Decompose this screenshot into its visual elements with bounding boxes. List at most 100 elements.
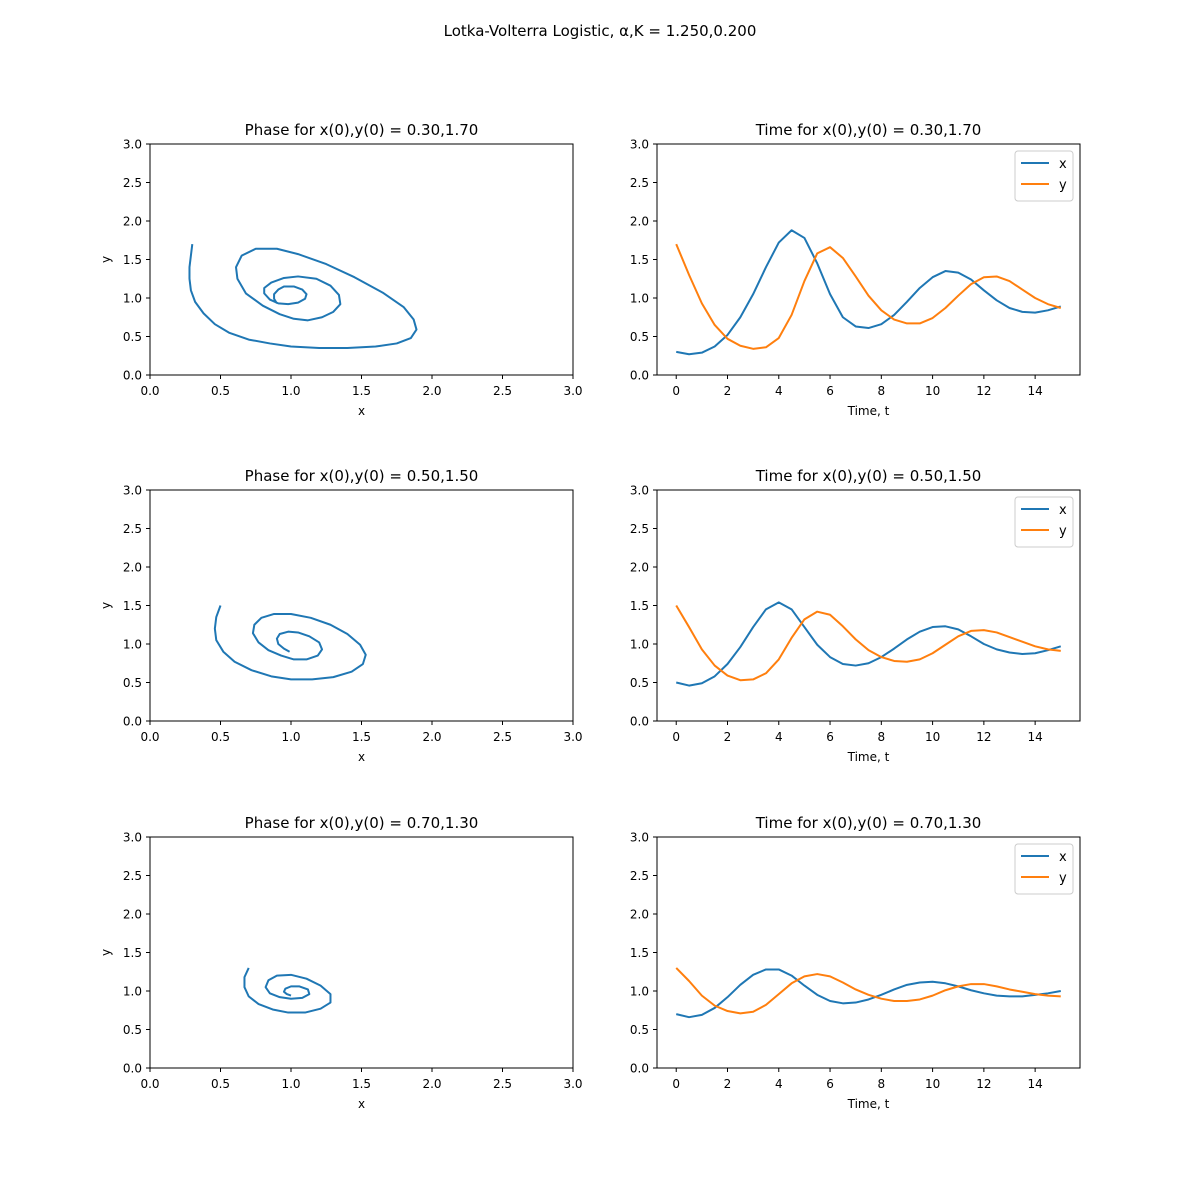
y-tick-label: 0.5 [630, 1023, 649, 1037]
x-tick-label: 14 [1027, 730, 1042, 744]
y-tick-label: 0.0 [123, 1062, 142, 1076]
y-tick-label: 0.0 [630, 369, 649, 383]
axes-frame [149, 489, 574, 722]
x-tick-label: 2.5 [493, 1077, 512, 1091]
x-tick-label: 1.5 [352, 730, 371, 744]
series-line-y [675, 243, 1062, 350]
x-tick-label: 0 [672, 730, 680, 744]
y-tick-label: 3.0 [123, 484, 142, 498]
y-tick-label: 0.5 [630, 676, 649, 690]
x-tick-label: 0.5 [211, 384, 230, 398]
x-tick-label: 0.5 [211, 730, 230, 744]
y-tick-label: 0.0 [123, 715, 142, 729]
x-tick-label: 3.0 [563, 384, 582, 398]
x-tick-label: 2.0 [422, 730, 441, 744]
y-tick-label: 1.0 [123, 638, 142, 652]
y-tick-label: 1.5 [630, 946, 649, 960]
x-tick-label: 2.0 [422, 384, 441, 398]
legend-label-y: y [1059, 524, 1067, 539]
series-line-x [675, 968, 1061, 1019]
y-tick-label: 1.0 [123, 985, 142, 999]
legend: xy [1014, 150, 1074, 202]
x-tick-label: 2.0 [422, 1077, 441, 1091]
y-tick-label: 2.5 [630, 176, 649, 190]
x-tick-label: 12 [976, 384, 991, 398]
x-tick-label: 0.5 [211, 1077, 230, 1091]
y-tick-label: 0.5 [630, 330, 649, 344]
x-tick-label: 14 [1027, 384, 1042, 398]
y-tick-label: 0.5 [123, 1023, 142, 1037]
subplot-1: 0.0 0.5 1.0 1.5 2.0 2.5 3.0 0.0 0.5 1.0 1.5 2.0 2.5 3… [99, 121, 583, 418]
y-tick-label: 2.5 [630, 522, 649, 536]
y-tick-label: 1.0 [123, 292, 142, 306]
series-line-x [676, 229, 1062, 356]
x-tick-label: 8 [877, 384, 885, 398]
subplot-4: 0 2 4 6 8 10 12 14 0.0 0.5 1.0 1.5 2.0 2.5 3.0 Time for… [630, 467, 1081, 764]
x-axis-label: Time, t [847, 404, 890, 418]
x-tick-label: 1.0 [281, 384, 300, 398]
x-tick-label: 2 [724, 730, 732, 744]
x-tick-label: 10 [925, 1077, 940, 1091]
y-axis-label: y [99, 256, 113, 263]
x-tick-label: 1.5 [352, 384, 371, 398]
y-tick-label: 1.0 [630, 638, 649, 652]
y-tick-label: 3.0 [630, 138, 649, 152]
y-tick-label: 2.0 [123, 561, 142, 575]
axes-frame [149, 836, 574, 1069]
y-tick-label: 2.5 [123, 522, 142, 536]
y-tick-label: 1.0 [630, 985, 649, 999]
x-tick-label: 0.0 [140, 730, 159, 744]
series-line-x [675, 601, 1062, 687]
y-axis-label: y [99, 949, 113, 956]
y-tick-label: 1.5 [123, 599, 142, 613]
subplot-title: Phase for x(0),y(0) = 0.70,1.30 [245, 814, 479, 832]
y-tick-label: 2.5 [123, 176, 142, 190]
x-tick-label: 12 [976, 1077, 991, 1091]
legend-label-x: x [1059, 157, 1067, 172]
subplot-title: Phase for x(0),y(0) = 0.30,1.70 [245, 121, 479, 139]
y-tick-label: 1.5 [123, 946, 142, 960]
legend-label-x: x [1059, 850, 1067, 865]
y-tick-label: 1.5 [630, 253, 649, 267]
y-tick-label: 0.0 [123, 369, 142, 383]
legend: xy [1014, 843, 1074, 895]
x-tick-label: 3.0 [563, 1077, 582, 1091]
x-tick-label: 2.5 [493, 384, 512, 398]
x-tick-label: 4 [775, 1077, 783, 1091]
subplot-3: 0.0 0.5 1.0 1.5 2.0 2.5 3.0 0.0 0.5 1.0 1.5 2.0 2.5 3… [99, 467, 583, 764]
x-axis-label: Time, t [847, 750, 890, 764]
legend-label-y: y [1059, 178, 1067, 193]
y-tick-label: 2.5 [123, 869, 142, 883]
x-axis-label: x [358, 1097, 365, 1111]
y-tick-label: 3.0 [123, 138, 142, 152]
y-tick-label: 2.0 [123, 908, 142, 922]
x-tick-label: 2.5 [493, 730, 512, 744]
y-tick-label: 0.5 [123, 676, 142, 690]
y-tick-label: 0.0 [630, 715, 649, 729]
x-axis-label: Time, t [847, 1097, 890, 1111]
y-tick-label: 3.0 [630, 484, 649, 498]
x-tick-label: 0.0 [140, 384, 159, 398]
x-tick-label: 6 [826, 384, 834, 398]
x-tick-label: 6 [826, 1077, 834, 1091]
y-tick-label: 2.0 [123, 215, 142, 229]
subplot-5: 0.0 0.5 1.0 1.5 2.0 2.5 3.0 0.0 0.5 1.0 1.5 2.0 2.5 3… [99, 814, 583, 1111]
y-tick-label: 1.5 [630, 599, 649, 613]
x-tick-label: 3.0 [563, 730, 582, 744]
subplot-title: Time for x(0),y(0) = 0.70,1.30 [755, 814, 982, 832]
subplot-title: Time for x(0),y(0) = 0.50,1.50 [755, 467, 982, 485]
legend: xy [1014, 496, 1074, 548]
x-tick-label: 8 [877, 730, 885, 744]
y-tick-label: 0.5 [123, 330, 142, 344]
subplot-title: Phase for x(0),y(0) = 0.50,1.50 [245, 467, 479, 485]
y-tick-label: 0.0 [630, 1062, 649, 1076]
x-tick-label: 0 [672, 1077, 680, 1091]
y-tick-label: 2.0 [630, 908, 649, 922]
x-tick-label: 1.0 [281, 1077, 300, 1091]
y-tick-label: 2.0 [630, 215, 649, 229]
x-tick-label: 4 [775, 730, 783, 744]
x-tick-label: 10 [925, 384, 940, 398]
x-tick-label: 4 [775, 384, 783, 398]
subplot-2: 0 2 4 6 8 10 12 14 0.0 0.5 1.0 1.5 2.0 2.5 3.0 Time for… [630, 121, 1081, 418]
